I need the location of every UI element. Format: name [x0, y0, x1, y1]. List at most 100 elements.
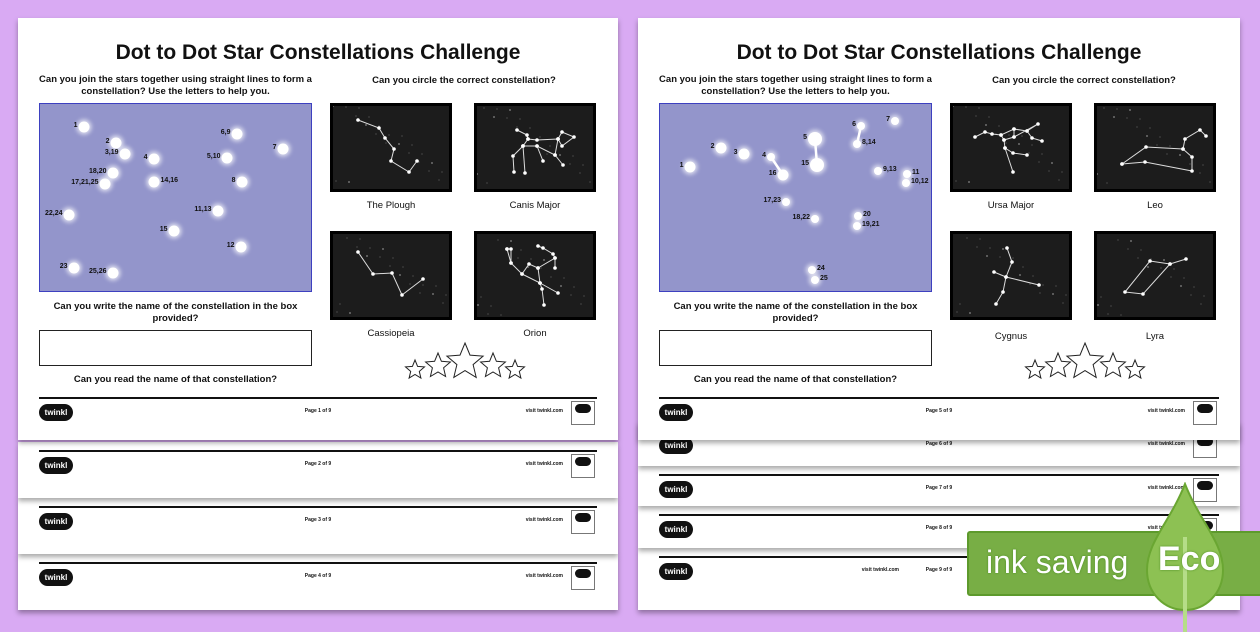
star-dot[interactable] — [107, 167, 119, 179]
constellation-star — [535, 144, 539, 148]
star-dot[interactable] — [148, 153, 160, 165]
star-dot[interactable] — [857, 122, 865, 130]
visit-link[interactable]: visit twinkl.com — [1147, 441, 1185, 447]
star-dot[interactable] — [874, 167, 882, 175]
star-dot[interactable] — [767, 153, 775, 161]
star-dot[interactable] — [853, 140, 861, 148]
star-dot[interactable] — [277, 143, 289, 155]
visit-link[interactable]: visit twinkl.com — [861, 567, 899, 573]
star-dot[interactable] — [853, 222, 861, 230]
star-dot[interactable] — [78, 121, 90, 133]
star-dot[interactable] — [212, 205, 224, 217]
star-dot[interactable] — [854, 212, 862, 220]
constellation-line — [1121, 148, 1193, 172]
star-icon[interactable] — [445, 341, 485, 379]
constellation-star — [383, 136, 387, 140]
constellation-card[interactable] — [474, 103, 596, 192]
visit-link[interactable]: visit twinkl.com — [525, 517, 563, 523]
twinkl-logo[interactable]: twinkl — [659, 563, 693, 580]
background-star — [506, 117, 508, 119]
star-dot[interactable] — [715, 142, 727, 154]
star-dot[interactable] — [782, 198, 790, 206]
background-star — [1146, 135, 1148, 137]
background-star — [998, 125, 1000, 127]
constellation-star — [505, 247, 509, 251]
visit-link[interactable]: visit twinkl.com — [525, 461, 563, 467]
star-icon[interactable] — [1024, 358, 1046, 380]
constellation-card[interactable] — [1094, 103, 1216, 192]
background-star — [1065, 294, 1067, 296]
twinkl-logo[interactable]: twinkl — [39, 513, 73, 530]
star-icon[interactable] — [1044, 351, 1072, 378]
star-dot[interactable] — [99, 178, 111, 190]
page-footer: twinkl Page 4 of 9 visit twinkl.com — [39, 562, 597, 592]
worksheet-page-3: twinkl Page 3 of 9 visit twinkl.com — [18, 498, 618, 554]
star-icon[interactable] — [424, 351, 452, 378]
constellation-line — [506, 248, 541, 284]
twinkl-logo[interactable]: twinkl — [39, 404, 73, 421]
twinkl-logo[interactable]: twinkl — [659, 404, 693, 421]
star-dot[interactable] — [68, 262, 80, 274]
worksheet-page-2: twinkl Page 2 of 9 visit twinkl.com — [18, 442, 618, 498]
star-dot[interactable] — [63, 209, 75, 221]
star-dot[interactable] — [236, 176, 248, 188]
star-dot[interactable] — [235, 241, 247, 253]
constellation-card[interactable] — [474, 231, 596, 320]
star-dot[interactable] — [808, 132, 822, 146]
dot-to-dot-box[interactable]: 1 2 3,19 4 6,9 5,10 7 18,20 17,21,25 14,16 8 22,24 1… — [39, 103, 312, 292]
star-dot[interactable] — [808, 266, 816, 274]
constellation-star — [400, 293, 404, 297]
twinkl-logo[interactable]: twinkl — [659, 521, 693, 538]
twinkl-logo[interactable]: twinkl — [39, 457, 73, 474]
background-star — [385, 142, 387, 144]
star-icon[interactable] — [1124, 358, 1146, 380]
star-label: 4 — [143, 153, 148, 161]
star-dot[interactable] — [110, 137, 122, 149]
twinkl-logo[interactable]: twinkl — [39, 569, 73, 586]
star-dot[interactable] — [811, 215, 819, 223]
star-dot[interactable] — [902, 179, 910, 187]
dot-to-dot-box[interactable]: 1 2 3 4 16 5 15 6 8,14 7 9,13 11 10,12 17,23 18,22 20 19… — [659, 103, 932, 292]
constellation-star — [1005, 246, 1009, 250]
visit-link[interactable]: visit twinkl.com — [1147, 408, 1185, 414]
answer-box[interactable] — [39, 330, 312, 366]
constellation-card[interactable] — [330, 103, 452, 192]
star-dot[interactable] — [148, 176, 160, 188]
worksheet-page: Dot to Dot Star Constellations Challenge… — [18, 18, 618, 440]
answer-box[interactable] — [659, 330, 932, 366]
star-dot[interactable] — [168, 225, 180, 237]
star-dot[interactable] — [231, 128, 243, 140]
star-label: 23 — [59, 262, 68, 270]
star-dot[interactable] — [777, 169, 789, 181]
star-icon[interactable] — [479, 351, 507, 378]
constellation-card[interactable] — [950, 231, 1072, 320]
star-icon[interactable] — [504, 358, 526, 380]
constellation-star — [390, 271, 394, 275]
constellation-card[interactable] — [330, 231, 452, 320]
constellation-star — [407, 170, 411, 174]
twinkl-logo[interactable]: twinkl — [659, 437, 693, 454]
background-star — [560, 285, 562, 287]
visit-link[interactable]: visit twinkl.com — [525, 408, 563, 414]
star-dot[interactable] — [684, 161, 696, 173]
star-dot[interactable] — [119, 148, 131, 160]
star-dot[interactable] — [811, 276, 819, 284]
twinkl-logo[interactable]: twinkl — [659, 481, 693, 498]
star-icon[interactable] — [1065, 341, 1105, 379]
background-star — [509, 109, 511, 111]
star-icon[interactable] — [1099, 351, 1127, 378]
star-dot[interactable] — [221, 152, 233, 164]
star-dot[interactable] — [810, 158, 824, 172]
constellation-star — [1002, 138, 1006, 142]
background-star — [1117, 239, 1119, 241]
page-number: Page 2 of 9 — [304, 461, 332, 467]
constellation-card[interactable] — [950, 103, 1072, 192]
visit-link[interactable]: visit twinkl.com — [525, 573, 563, 579]
star-dot[interactable] — [738, 148, 750, 160]
star-dot[interactable] — [903, 170, 911, 178]
visit-link[interactable]: visit twinkl.com — [1147, 485, 1185, 491]
star-icon[interactable] — [404, 358, 426, 380]
constellation-card[interactable] — [1094, 231, 1216, 320]
star-dot[interactable] — [107, 267, 119, 279]
star-dot[interactable] — [891, 117, 899, 125]
